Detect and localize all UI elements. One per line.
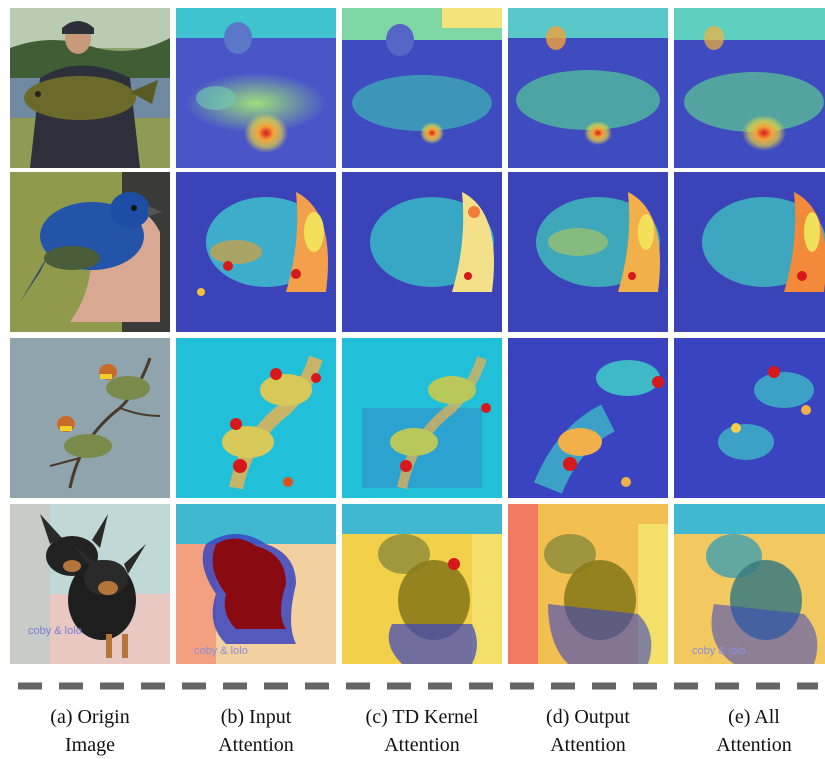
- caption-input-line1: (b) Input: [220, 706, 292, 728]
- row2-input-attention-map: [176, 172, 336, 332]
- dashed-separator: [18, 682, 818, 690]
- caption-input-line2: Attention: [218, 734, 294, 756]
- row2-td-kernel-attention-map: [342, 172, 502, 332]
- row1-all-attention-map: [674, 8, 825, 168]
- row2-all-attention-map: [674, 172, 825, 332]
- caption-input-attention: (b) Input Attention: [176, 703, 336, 759]
- attention-figure-grid: coby & lolo coby & lolo: [10, 8, 825, 664]
- row4-all-attention-map: coby & lolo: [674, 504, 825, 664]
- row4-output-attention-map: [508, 504, 668, 664]
- row2-output-attention-map: [508, 172, 668, 332]
- photo-watermark-text-overlay: coby & lolo: [194, 645, 248, 657]
- row2-origin-image: [10, 172, 170, 332]
- row4-td-kernel-attention-map: [342, 504, 502, 664]
- caption-td-kernel-attention: (c) TD Kernel Attention: [342, 703, 502, 759]
- caption-all-line2: Attention: [716, 734, 792, 756]
- caption-origin-line1: (a) Origin: [50, 706, 130, 728]
- caption-td-kernel-line1: (c) TD Kernel: [365, 706, 479, 728]
- row1-origin-image: [10, 8, 170, 168]
- caption-output-line2: Attention: [550, 734, 626, 756]
- row3-input-attention-map: [176, 338, 336, 498]
- row3-all-attention-map: [674, 338, 825, 498]
- photo-watermark-text-overlay-all: coby & lolo: [692, 645, 746, 657]
- caption-output-attention: (d) Output Attention: [508, 703, 668, 759]
- row3-output-attention-map: [508, 338, 668, 498]
- row3-td-kernel-attention-map: [342, 338, 502, 498]
- caption-all-attention: (e) All Attention: [674, 703, 825, 759]
- caption-origin-line2: Image: [65, 734, 115, 756]
- row4-input-attention-map: coby & lolo: [176, 504, 336, 664]
- caption-td-kernel-line2: Attention: [384, 734, 460, 756]
- row4-origin-image: coby & lolo: [10, 504, 170, 664]
- row3-origin-image: [10, 338, 170, 498]
- photo-watermark-text: coby & lolo: [28, 625, 82, 637]
- row1-output-attention-map: [508, 8, 668, 168]
- row1-input-attention-map: [176, 8, 336, 168]
- row1-td-kernel-attention-map: [342, 8, 502, 168]
- caption-origin-image: (a) Origin Image: [10, 703, 170, 759]
- caption-output-line1: (d) Output: [546, 706, 630, 728]
- caption-all-line1: (e) All: [728, 706, 780, 728]
